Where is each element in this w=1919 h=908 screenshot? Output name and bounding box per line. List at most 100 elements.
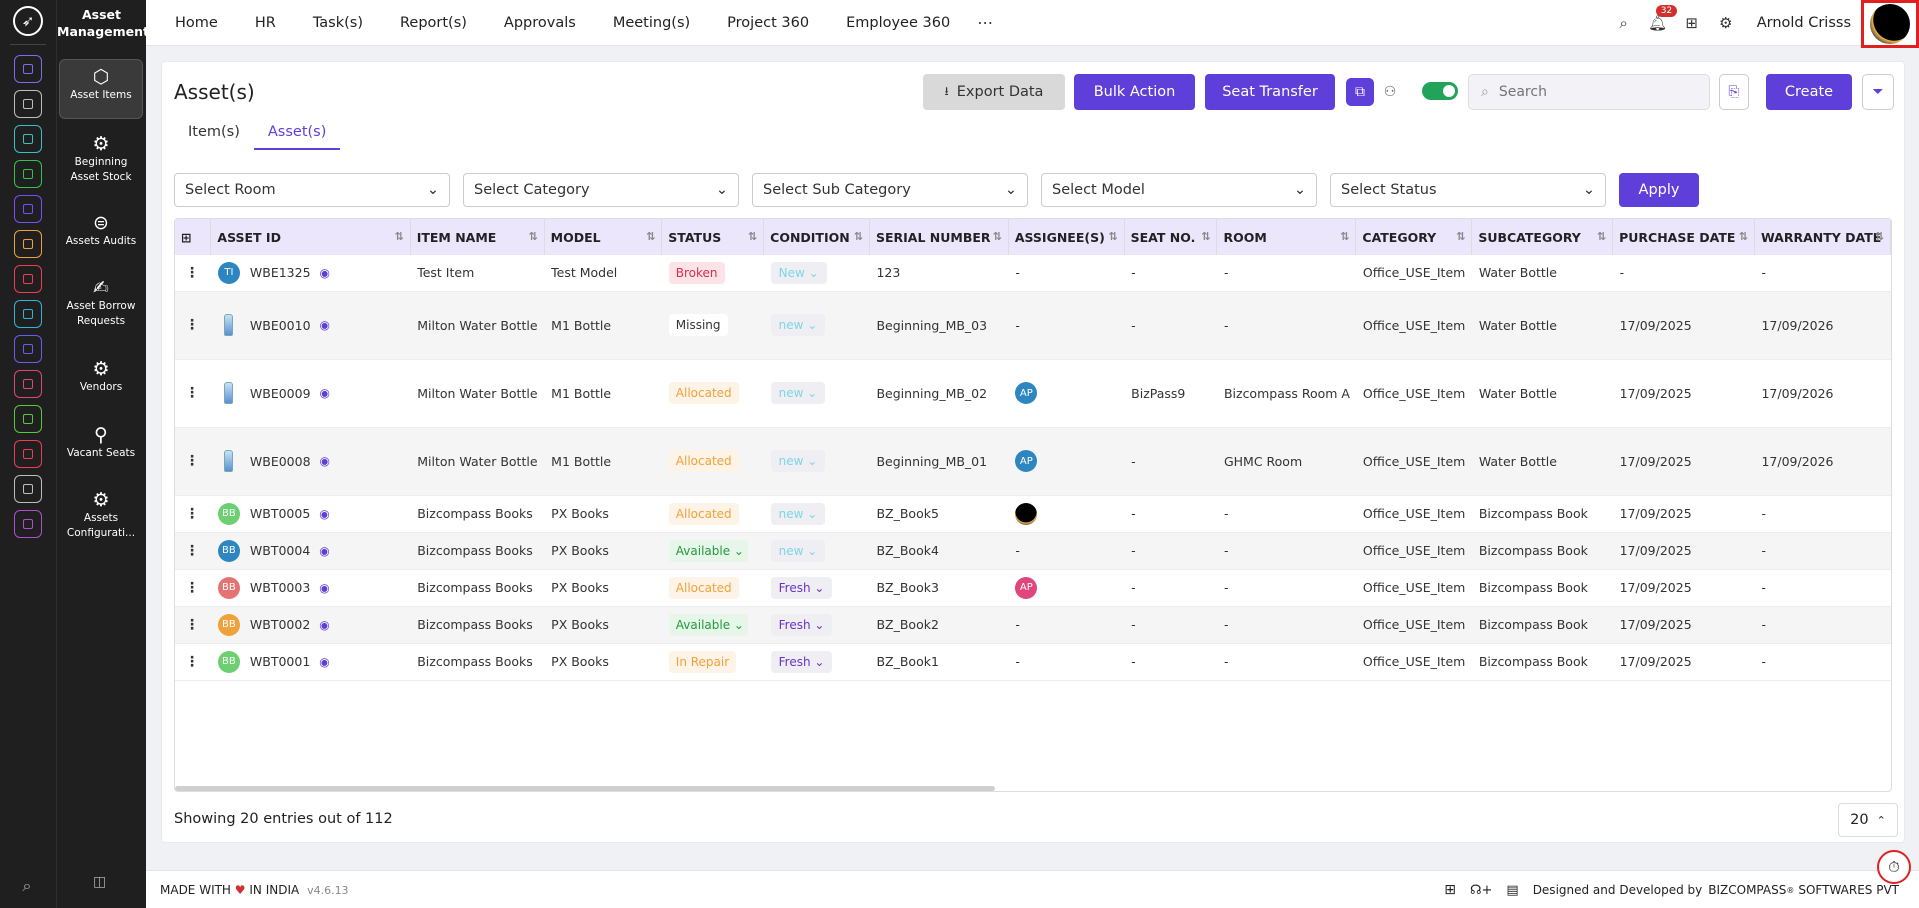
module-icon[interactable] — [14, 160, 42, 188]
sort-icon[interactable]: ⇅ — [1456, 230, 1466, 243]
nav-project-360[interactable]: Project 360 — [727, 14, 810, 31]
module-icon[interactable] — [14, 195, 42, 223]
module-icon[interactable] — [14, 90, 42, 118]
asset-id[interactable]: WBE0010 — [249, 317, 311, 333]
module-icon[interactable] — [14, 300, 42, 328]
column-header[interactable]: CONDITION ⇅ — [763, 219, 870, 255]
status-badge[interactable]: Allocated — [668, 502, 739, 525]
condition-select[interactable]: new ⌄ — [770, 502, 826, 525]
search-input[interactable] — [1498, 84, 1679, 100]
row-menu-icon[interactable]: ⋮ — [185, 505, 199, 522]
status-badge[interactable]: Allocated — [668, 382, 739, 404]
column-settings-icon[interactable]: ⊞ — [175, 219, 212, 255]
eye-icon[interactable]: ◉ — [319, 265, 331, 280]
sort-icon[interactable]: ⇅ — [1108, 230, 1118, 243]
module-icon[interactable] — [14, 335, 42, 363]
create-button[interactable]: Create — [1766, 74, 1852, 110]
condition-select[interactable]: New ⌄ — [770, 261, 827, 284]
table-row[interactable]: ⋮ WBE0010 ◉ Milton Water Bottle M1 Bottle Mis… — [175, 291, 1891, 360]
seat-transfer-button[interactable]: Seat Transfer — [1205, 74, 1335, 110]
row-menu-icon[interactable]: ⋮ — [185, 385, 199, 401]
column-header[interactable]: WARRANTY DATE ⇅ — [1754, 219, 1891, 255]
sort-icon[interactable]: ⇅ — [1874, 230, 1884, 243]
eye-icon[interactable]: ◉ — [319, 580, 330, 595]
apps-grid-icon[interactable]: ⊞ — [1685, 14, 1698, 32]
asset-view-icon[interactable]: ⧉ — [1346, 78, 1374, 106]
assignee-avatar[interactable]: AP — [1015, 576, 1038, 599]
sort-icon[interactable]: ⇅ — [853, 230, 863, 243]
search-icon[interactable]: ⌕ — [1619, 14, 1628, 32]
column-header[interactable]: SUBCATEGORY ⇅ — [1471, 219, 1614, 255]
condition-select[interactable]: new ⌄ — [770, 539, 826, 562]
sort-icon[interactable]: ⇅ — [394, 230, 404, 243]
filter-select-sub-category[interactable]: Select Sub Category ⌄ — [752, 173, 1028, 207]
sidebar-item-vendors[interactable]: ⚙ Vendors — [59, 360, 143, 395]
eye-icon[interactable]: ◉ — [319, 506, 330, 521]
sort-icon[interactable]: ⇅ — [992, 230, 1002, 243]
row-menu-icon[interactable]: ⋮ — [185, 579, 199, 596]
condition-select[interactable]: Fresh ⌄ — [770, 613, 833, 636]
sidebar-item-asset-items[interactable]: ⬡ Asset Items — [59, 59, 143, 119]
row-menu-icon[interactable]: ⋮ — [185, 616, 199, 633]
nav-report-s-[interactable]: Report(s) — [399, 14, 467, 31]
status-badge[interactable]: In Repair — [668, 650, 737, 673]
status-badge[interactable]: Missing — [668, 314, 728, 336]
table-row[interactable]: ⋮ BB WBT0002 ◉ Bizcompass Books PX Books Avail… — [175, 606, 1891, 644]
compass-logo-icon[interactable]: ➶ — [13, 6, 43, 36]
stopwatch-icon[interactable]: ⏱ — [1877, 850, 1911, 884]
module-icon[interactable] — [14, 510, 42, 538]
status-badge[interactable]: Available ⌄ — [668, 613, 748, 636]
status-badge[interactable]: Allocated — [668, 450, 739, 472]
status-badge[interactable]: Available ⌄ — [668, 539, 748, 562]
nav-task-s-[interactable]: Task(s) — [312, 14, 363, 31]
sidebar-item-assets-audits[interactable]: ⊜ Assets Audits — [59, 214, 143, 249]
sort-icon[interactable]: ⇅ — [528, 230, 538, 243]
table-row[interactable]: ⋮ BB WBT0005 ◉ Bizcompass Books PX Books Alloc… — [175, 495, 1891, 533]
condition-select[interactable]: new ⌄ — [770, 314, 826, 336]
filter-select-model[interactable]: Select Model ⌄ — [1041, 173, 1317, 207]
module-icon[interactable] — [14, 230, 42, 258]
collapse-sidebar-icon[interactable]: ◫ — [93, 874, 107, 890]
sort-icon[interactable]: ⇅ — [1738, 230, 1748, 243]
condition-select[interactable]: Fresh ⌄ — [770, 576, 833, 599]
sort-icon[interactable]: ⇅ — [747, 230, 758, 243]
sheet-icon[interactable]: ▤ — [1506, 882, 1519, 898]
table-row[interactable]: ⋮ BB WBT0001 ◉ Bizcompass Books PX Books In Re… — [175, 643, 1891, 681]
assignee-avatar[interactable] — [1015, 502, 1038, 525]
view-toggle[interactable] — [1422, 82, 1458, 100]
sidebar-item-assets-configuration[interactable]: ⚙ Assets Configurati... — [59, 491, 143, 541]
condition-select[interactable]: new ⌄ — [770, 382, 826, 404]
user-name[interactable]: Arnold Crisss — [1756, 15, 1851, 31]
condition-select[interactable]: new ⌄ — [770, 450, 826, 472]
eye-icon[interactable]: ◉ — [319, 543, 330, 558]
column-header[interactable]: STATUS ⇅ — [661, 219, 765, 255]
eye-icon[interactable]: ◉ — [319, 318, 331, 332]
assignee-avatar[interactable]: AP — [1015, 450, 1038, 472]
avatar-button[interactable] — [1861, 0, 1919, 48]
status-badge[interactable]: Allocated — [668, 576, 739, 599]
page-size-select[interactable]: 20 ⌃ — [1838, 803, 1898, 837]
import-file-icon[interactable]: ⎘ — [1719, 74, 1749, 110]
asset-id[interactable]: WBT0004 — [249, 543, 311, 558]
column-header[interactable]: ROOM ⇅ — [1216, 219, 1357, 255]
headset-plus-icon[interactable]: ☊+ — [1469, 882, 1493, 898]
filter-icon[interactable]: ⏷ — [1862, 74, 1894, 110]
table-row[interactable]: ⋮ BB WBT0003 ◉ Bizcompass Books PX Books Alloc… — [175, 569, 1891, 607]
column-header[interactable]: ASSET ID ⇅ — [210, 219, 411, 255]
nav-employee-360[interactable]: Employee 360 — [846, 14, 951, 31]
sidebar-item-borrow-requests[interactable]: ✍ Asset Borrow Requests — [59, 279, 143, 329]
row-menu-icon[interactable]: ⋮ — [185, 542, 199, 559]
search-icon[interactable]: ⌕ — [22, 876, 32, 895]
more-icon[interactable]: ⋯ — [977, 13, 994, 32]
user-view-icon[interactable]: ⚇ — [1376, 78, 1404, 106]
table-row[interactable]: ⋮ BB WBT0004 ◉ Bizcompass Books PX Books Avail… — [175, 532, 1891, 570]
condition-select[interactable]: Fresh ⌄ — [770, 650, 833, 673]
table-row[interactable]: ⋮ WBE0009 ◉ Milton Water Bottle M1 Bottle All… — [175, 359, 1891, 428]
column-header[interactable]: CATEGORY ⇅ — [1355, 219, 1473, 255]
search-box[interactable]: ⌕ — [1468, 74, 1710, 110]
row-menu-icon[interactable]: ⋮ — [185, 317, 199, 333]
eye-icon[interactable]: ◉ — [319, 617, 330, 632]
nav-hr[interactable]: HR — [254, 14, 276, 31]
nav-approvals[interactable]: Approvals — [503, 14, 576, 31]
sort-icon[interactable]: ⇅ — [646, 230, 656, 243]
